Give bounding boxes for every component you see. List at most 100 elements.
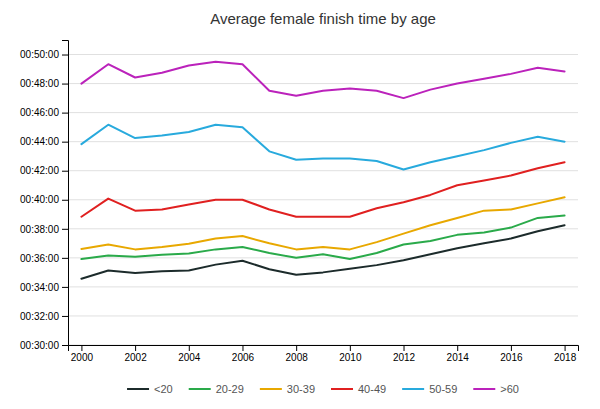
series-line	[81, 125, 564, 170]
x-tick: 2016	[500, 345, 523, 363]
x-tick-label: 2018	[554, 352, 577, 363]
grid-line	[68, 315, 578, 316]
legend-swatch	[127, 388, 149, 390]
x-tick: 2006	[232, 345, 255, 363]
y-tick-mark	[62, 55, 68, 56]
y-tick-mark	[62, 200, 68, 201]
x-tick-label: 2014	[447, 352, 470, 363]
y-tick: 00:46:00	[20, 107, 68, 118]
x-tick-mark	[135, 345, 136, 351]
x-tick-label: 2004	[178, 352, 201, 363]
legend-label: 30-39	[287, 383, 315, 395]
legend-swatch	[473, 388, 495, 390]
legend-item: 50-59	[402, 383, 457, 395]
chart-container: Average female finish time by age2000200…	[0, 0, 600, 409]
chart-svg: Average female finish time by age2000200…	[0, 0, 600, 409]
y-tick-label: 00:46:00	[20, 107, 59, 118]
y-tick-mark	[62, 142, 68, 143]
x-tick-mark	[189, 345, 190, 351]
y-tick: 00:36:00	[20, 253, 68, 264]
x-tick-label: 2000	[71, 352, 94, 363]
y-tick-label: 00:30:00	[20, 340, 59, 351]
x-axis-line	[69, 346, 579, 352]
y-tick: 00:50:00	[20, 49, 68, 60]
grid-line	[68, 199, 578, 200]
y-tick: 00:32:00	[20, 311, 68, 322]
legend-item: >60	[473, 383, 519, 395]
x-tick-label: 2010	[339, 352, 362, 363]
series-line	[81, 215, 564, 259]
grid-line	[68, 83, 578, 84]
x-tick-label: 2012	[393, 352, 416, 363]
legend: <20 20-29 30-39 40-49 50-59 >60	[127, 383, 519, 395]
y-tick: 00:44:00	[20, 136, 68, 147]
series-line	[81, 162, 564, 216]
series-line	[81, 197, 564, 249]
legend-label: <20	[154, 383, 173, 395]
y-tick-label: 00:38:00	[20, 224, 59, 235]
x-tick-mark	[242, 345, 243, 351]
legend-label: 20-29	[216, 383, 244, 395]
grid-line	[68, 112, 578, 113]
legend-swatch	[402, 388, 424, 390]
y-tick-label: 00:48:00	[20, 78, 59, 89]
y-tick-label: 00:44:00	[20, 136, 59, 147]
x-tick-label: 2008	[286, 352, 309, 363]
legend-label: 40-49	[358, 383, 386, 395]
grid-line	[68, 257, 578, 258]
y-tick-label: 00:50:00	[20, 49, 59, 60]
y-tick-mark	[62, 84, 68, 85]
x-tick-mark	[457, 345, 458, 351]
legend-swatch	[189, 388, 211, 390]
legend-swatch	[331, 388, 353, 390]
x-tick: 2004	[178, 345, 201, 363]
series-line	[81, 225, 564, 278]
y-tick: 00:40:00	[20, 194, 68, 205]
y-tick-label: 00:32:00	[20, 311, 59, 322]
y-tick: 00:30:00	[20, 340, 68, 351]
y-axis: 00:30:00 00:32:00 00:34:00 00:36:00 00:38:00…	[20, 41, 68, 351]
y-tick-mark	[62, 229, 68, 230]
plot-area	[81, 62, 564, 279]
x-tick-mark	[81, 345, 82, 351]
chart-title: Average female finish time by age	[210, 10, 436, 27]
y-tick-mark	[62, 171, 68, 172]
grid-line	[68, 286, 578, 287]
y-tick-mark	[62, 345, 68, 346]
y-tick-label: 00:42:00	[20, 165, 59, 176]
x-tick: 2010	[339, 345, 362, 363]
x-tick: 2008	[286, 345, 309, 363]
y-tick-mark	[62, 287, 68, 288]
y-tick-mark	[62, 113, 68, 114]
legend-label: 50-59	[429, 383, 457, 395]
legend-item: 30-39	[260, 383, 315, 395]
grid-line	[68, 54, 578, 55]
y-tick-label: 00:40:00	[20, 194, 59, 205]
x-tick-label: 2006	[232, 352, 255, 363]
x-tick: 2018	[554, 345, 577, 363]
legend-item: 20-29	[189, 383, 244, 395]
x-tick-label: 2002	[124, 352, 147, 363]
y-tick-label: 00:36:00	[20, 253, 59, 264]
x-tick-mark	[296, 345, 297, 351]
x-axis: 2000 2002 2004 2006 2008 2010 2012 2014 2016 2018	[69, 345, 579, 363]
x-tick-mark	[511, 345, 512, 351]
y-tick-mark	[62, 258, 68, 259]
x-tick-mark	[350, 345, 351, 351]
y-tick: 00:48:00	[20, 78, 68, 89]
legend-swatch	[260, 388, 282, 390]
legend-item: 40-49	[331, 383, 386, 395]
grid-line	[68, 170, 578, 171]
x-tick: 2002	[124, 345, 147, 363]
y-tick-mark	[62, 316, 68, 317]
grid-line	[68, 141, 578, 142]
x-tick-mark	[404, 345, 405, 351]
x-tick: 2014	[447, 345, 470, 363]
y-tick-label: 00:34:00	[20, 282, 59, 293]
x-tick: 2000	[71, 345, 94, 363]
y-tick: 00:38:00	[20, 224, 68, 235]
y-tick: 00:42:00	[20, 165, 68, 176]
x-tick-label: 2016	[500, 352, 523, 363]
legend-label: >60	[500, 383, 519, 395]
x-tick-mark	[565, 345, 566, 351]
